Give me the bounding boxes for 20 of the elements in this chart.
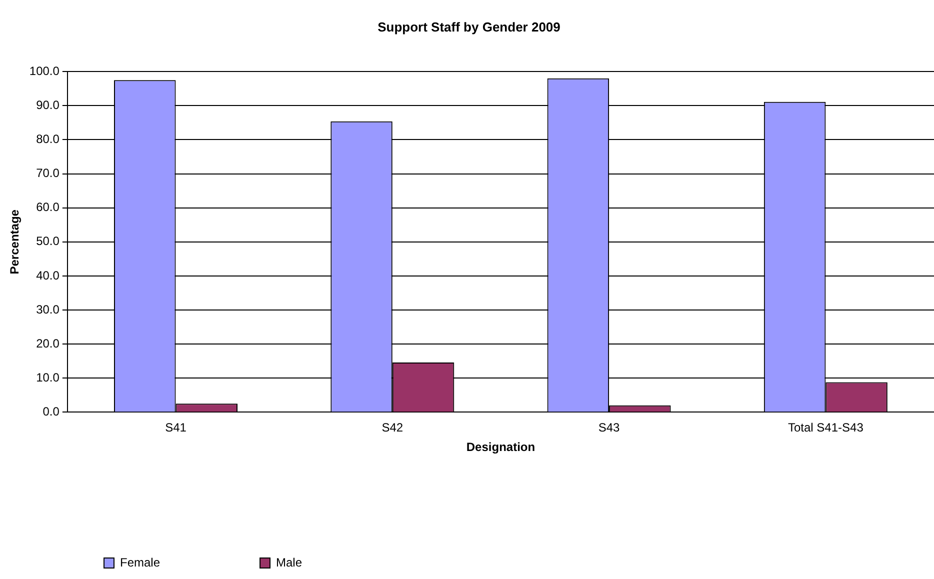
x-tick-label: S42 xyxy=(382,420,404,435)
chart-title: Support Staff by Gender 2009 xyxy=(378,19,560,34)
y-tick-label: 50.0 xyxy=(36,234,60,248)
y-tick-label: 90.0 xyxy=(36,98,60,112)
y-tick-label: 80.0 xyxy=(36,132,60,146)
x-tick-label: S43 xyxy=(598,420,620,435)
y-axis-title: Percentage xyxy=(8,209,22,274)
y-tick-label: 40.0 xyxy=(36,268,60,282)
x-tick-label: S41 xyxy=(165,420,187,435)
legend-label: Female xyxy=(120,555,160,570)
y-tick-label: 70.0 xyxy=(36,166,60,180)
legend-label: Male xyxy=(276,555,302,570)
x-axis-title: Designation xyxy=(466,440,536,454)
y-tick-label: 10.0 xyxy=(36,370,60,384)
y-tick-label: 30.0 xyxy=(36,302,60,316)
y-tick-label: 20.0 xyxy=(36,336,60,350)
y-tick-label: 0.0 xyxy=(42,404,60,419)
x-tick-label: Total S41-S43 xyxy=(788,420,864,435)
y-tick-label: 60.0 xyxy=(36,200,60,214)
y-tick-label: 100.0 xyxy=(29,64,60,78)
